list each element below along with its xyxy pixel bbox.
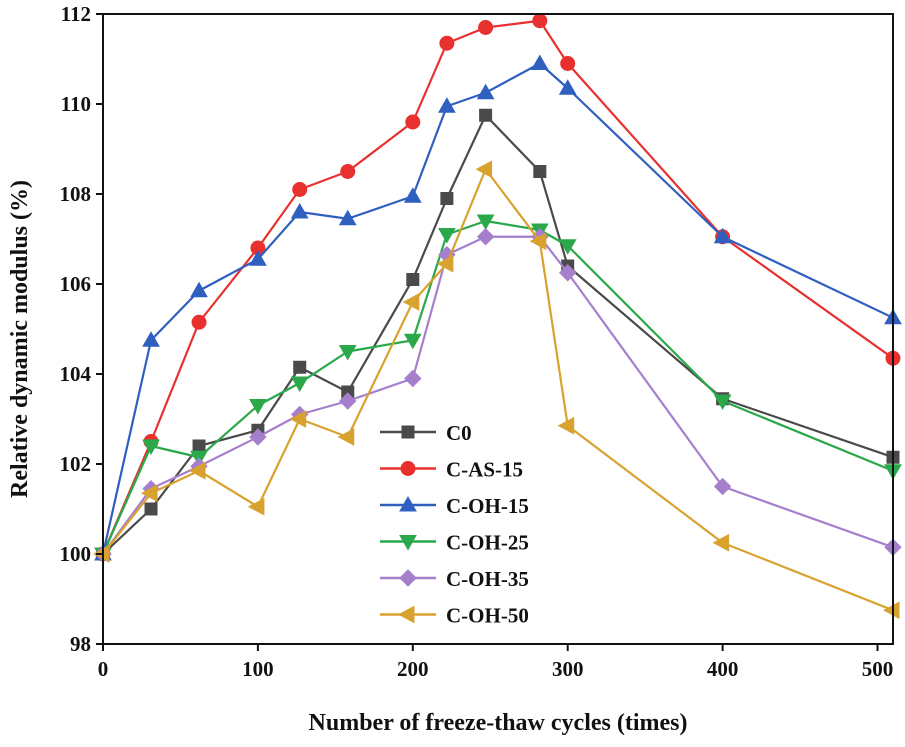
legend-item: C-AS-15 [380, 458, 523, 482]
data-point [338, 345, 357, 361]
y-axis-title: Relative dynamic modulus (%) [7, 180, 33, 498]
data-point [402, 293, 420, 311]
data-point [403, 187, 422, 203]
data-point [438, 97, 456, 113]
x-tick-label: 300 [552, 657, 584, 681]
data-point [404, 369, 422, 388]
x-tick-label: 400 [707, 657, 739, 681]
x-tick-label: 0 [98, 657, 109, 681]
legend-item: C-OH-35 [380, 567, 529, 591]
data-point [440, 192, 454, 205]
legend-marker [399, 569, 417, 587]
y-tick-label: 102 [60, 452, 92, 476]
legend-label: C-OH-25 [446, 531, 529, 555]
x-tick-label: 500 [862, 657, 894, 681]
x-tick-label: 100 [242, 657, 274, 681]
data-point [340, 164, 356, 179]
data-point [293, 360, 307, 374]
y-tick-label: 104 [60, 362, 92, 386]
legend-marker [397, 605, 415, 624]
data-point [476, 83, 495, 100]
data-point [529, 232, 547, 251]
data-point [476, 228, 495, 246]
legend-label: C-OH-50 [446, 604, 529, 628]
data-point [337, 428, 355, 446]
data-point [558, 79, 577, 95]
x-axis-title: Number of freeze-thaw cycles (times) [309, 710, 688, 736]
data-point [478, 20, 494, 35]
legend-item: C-OH-50 [380, 604, 529, 628]
data-point [191, 314, 207, 330]
axis-layer: 0 100 200 300 400 500 98 100 102 104 106 108 110 112 [60, 2, 894, 681]
data-point [249, 399, 267, 415]
data-point [713, 394, 732, 411]
legend-marker [399, 495, 417, 512]
data-point [144, 502, 158, 516]
plot-frame [102, 13, 894, 645]
x-tick-label: 200 [397, 657, 429, 681]
data-point [142, 331, 160, 347]
legend: C0 C-AS-15 C-OH-15 C-OH-25 C-OH-35 C-OH-50 [380, 421, 529, 628]
data-point [479, 108, 493, 122]
legend-label: C-AS-15 [446, 458, 523, 482]
data-point [140, 484, 158, 503]
data-point [712, 533, 730, 552]
data-point [438, 228, 456, 244]
legend-label: C-OH-15 [446, 494, 529, 518]
legend-label: C0 [446, 421, 472, 445]
data-point [249, 428, 267, 446]
data-point [190, 281, 208, 298]
data-point [475, 160, 493, 179]
data-point [530, 54, 549, 70]
series-C-OH-50 [92, 160, 900, 620]
data-point [557, 416, 575, 435]
data-point [406, 273, 420, 286]
data-point [247, 497, 265, 516]
data-point [290, 202, 309, 219]
data-point [533, 165, 547, 178]
legend-marker [401, 425, 415, 439]
data-point [188, 461, 206, 480]
y-tick-label: 110 [61, 92, 91, 116]
data-point [142, 439, 160, 456]
y-tick-label: 106 [60, 272, 92, 296]
y-tick-label: 98 [70, 632, 91, 656]
data-point [405, 114, 421, 130]
data-point [713, 477, 732, 496]
data-point [713, 227, 732, 244]
y-tick-label: 108 [60, 182, 92, 206]
data-point [249, 250, 267, 266]
data-point [292, 182, 308, 197]
data-point [436, 254, 454, 273]
legend-item: C0 [380, 421, 472, 445]
data-point [558, 239, 577, 255]
data-point [192, 439, 206, 453]
data-point [289, 410, 307, 428]
legend-item: C-OH-15 [380, 494, 529, 518]
data-point [560, 56, 576, 71]
legend-marker [400, 461, 416, 476]
data-point [476, 214, 495, 231]
data-point [532, 13, 548, 29]
data-point [338, 209, 357, 226]
data-point [290, 376, 309, 393]
legend-marker [399, 535, 417, 551]
series-layer [92, 13, 902, 620]
data-point [882, 601, 900, 620]
legend-item: C-OH-25 [380, 531, 529, 555]
y-tick-label: 112 [61, 2, 91, 26]
data-point [558, 264, 577, 282]
legend-label: C-OH-35 [446, 567, 529, 591]
data-point [339, 392, 357, 410]
data-point [439, 35, 455, 51]
y-tick-label: 100 [60, 542, 92, 566]
data-point [403, 333, 422, 350]
